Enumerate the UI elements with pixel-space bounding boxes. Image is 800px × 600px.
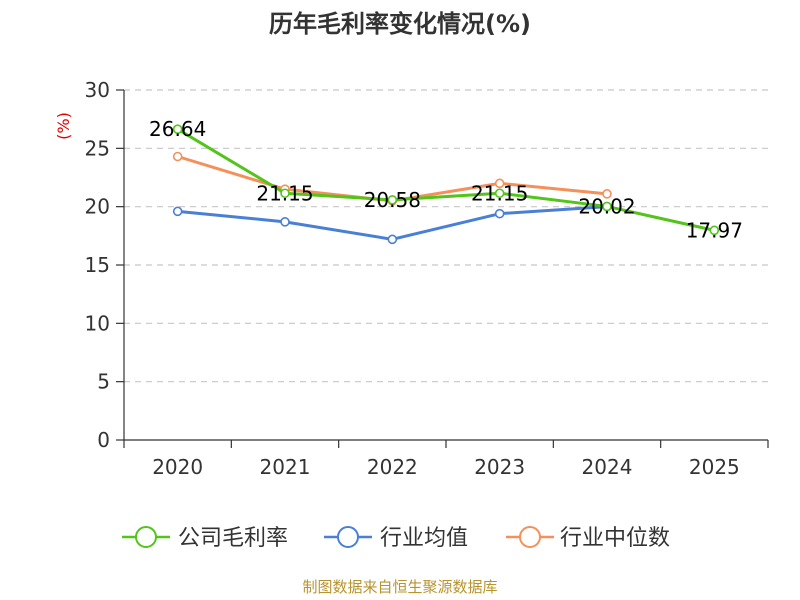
data-point (280, 217, 290, 227)
grid-lines (124, 89, 768, 383)
data-point (280, 188, 290, 199)
legend-item: 行业中位数 (506, 526, 670, 551)
x-tick-label: 2020 (152, 455, 203, 479)
data-point (602, 189, 612, 199)
legend: 公司毛利率 行业均值 行业中位数 (122, 526, 670, 551)
y-tick-label: 25 (85, 136, 110, 160)
legend-item: 行业均值 (324, 526, 468, 551)
legend-item: 公司毛利率 (122, 526, 288, 551)
data-point (172, 206, 183, 217)
data-label: 17.97 (686, 218, 743, 242)
x-tick-label: 2021 (260, 455, 311, 479)
series-lines (172, 124, 720, 245)
legend-marker (337, 526, 359, 548)
data-point (172, 151, 183, 162)
data-point (172, 124, 183, 134)
y-tick-label: 15 (85, 253, 110, 277)
x-tick-label: 2023 (474, 455, 525, 479)
x-tick-label: 2024 (582, 455, 633, 479)
data-label: 20.02 (578, 194, 635, 218)
data-point (494, 178, 505, 189)
legend-marker (519, 526, 541, 548)
data-point (602, 201, 612, 212)
data-labels: 26.64 21.15 20.58 21.15 20.02 17.97 (149, 117, 743, 242)
data-point (709, 225, 720, 236)
series-line (176, 127, 716, 232)
data-point (494, 188, 505, 199)
x-tick-label: 2022 (367, 455, 418, 479)
data-label: 20.58 (364, 188, 421, 212)
y-tick-label: 5 (97, 370, 110, 394)
y-tick-label: 30 (85, 78, 110, 102)
data-point (494, 208, 505, 219)
y-axis-unit-label: (%) (54, 112, 73, 140)
x-tick-label: 2025 (689, 455, 740, 479)
data-label: 21.15 (471, 181, 528, 205)
data-label: 21.15 (256, 181, 313, 205)
legend-label: 公司毛利率 (178, 526, 288, 551)
data-point (387, 234, 398, 245)
y-tick-label: 10 (85, 311, 110, 335)
y-tick-label: 0 (97, 428, 110, 452)
chart-title: 历年毛利率变化情况(%) (269, 10, 531, 38)
data-point (387, 195, 398, 205)
y-tick-label: 20 (85, 195, 110, 219)
legend-marker (135, 526, 157, 548)
source-note: 制图数据来自恒生聚源数据库 (302, 578, 497, 596)
data-label: 26.64 (149, 117, 206, 141)
legend-label: 行业均值 (380, 526, 468, 551)
legend-label: 行业中位数 (560, 526, 670, 551)
